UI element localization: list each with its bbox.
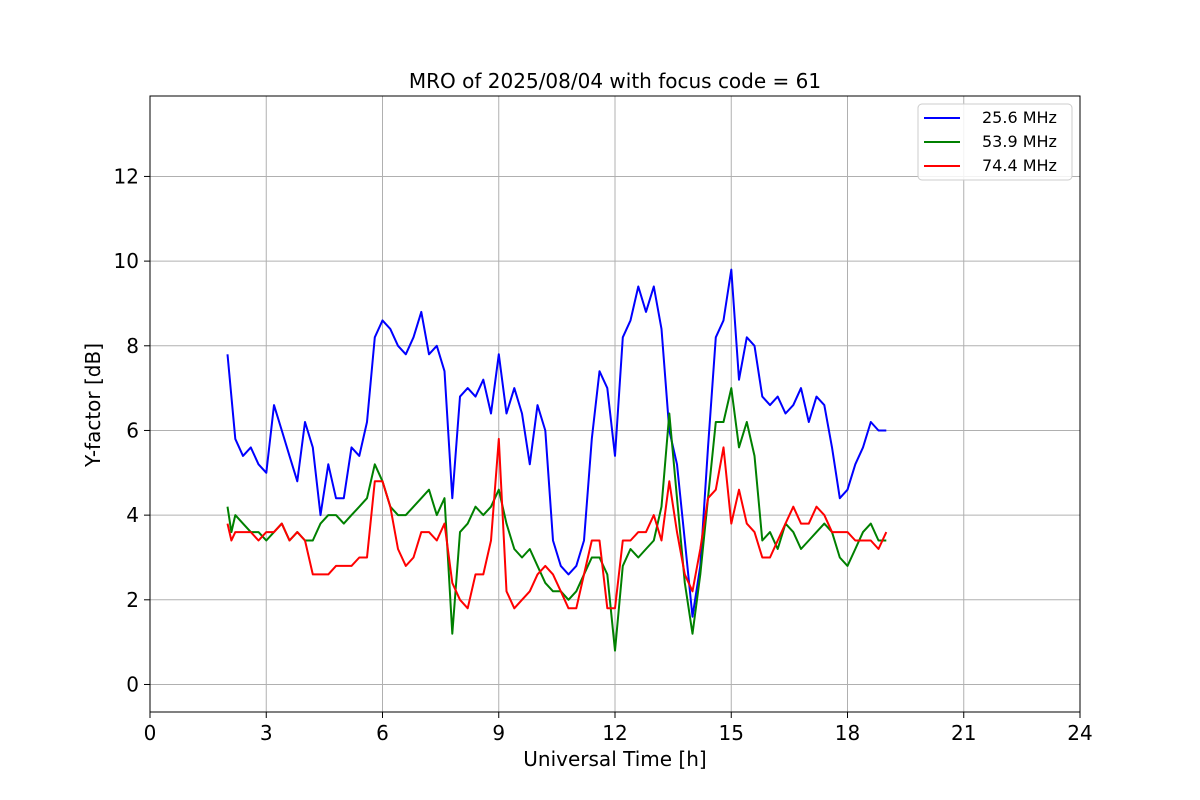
x-tick-label: 21 [951, 721, 976, 745]
legend-label: 53.9 MHz [982, 132, 1057, 151]
y-axis-title: Y-factor [dB] [81, 343, 105, 468]
x-tick-label: 15 [719, 721, 744, 745]
x-tick-label: 3 [260, 721, 273, 745]
y-tick-label: 8 [126, 334, 139, 358]
y-tick-label: 10 [114, 249, 139, 273]
y-tick-label: 6 [126, 418, 139, 442]
series-layer [226, 268, 888, 652]
x-tick-label: 12 [602, 721, 627, 745]
legend-box [917, 103, 1073, 181]
x-tick-label: 18 [835, 721, 860, 745]
series-line-3 [226, 437, 888, 610]
x-axis-title: Universal Time [h] [523, 747, 706, 771]
x-tick-label: 24 [1067, 721, 1092, 745]
y-tick-label: 12 [114, 164, 139, 188]
y-tick-label: 0 [126, 672, 139, 696]
series-line-2 [226, 387, 887, 652]
legend: 25.6 MHz 53.9 MHz 74.4 MHz [917, 103, 1073, 181]
x-tick-label: 6 [376, 721, 389, 745]
y-tick-label: 4 [126, 503, 139, 527]
legend-label: 25.6 MHz [982, 108, 1057, 127]
chart-title: MRO of 2025/08/04 with focus code = 61 [409, 69, 821, 93]
y-tick-label: 2 [126, 588, 139, 612]
series-line-1 [226, 268, 887, 618]
x-tick-label: 0 [144, 721, 157, 745]
x-tick-label: 9 [492, 721, 505, 745]
legend-label: 74.4 MHz [982, 156, 1057, 175]
